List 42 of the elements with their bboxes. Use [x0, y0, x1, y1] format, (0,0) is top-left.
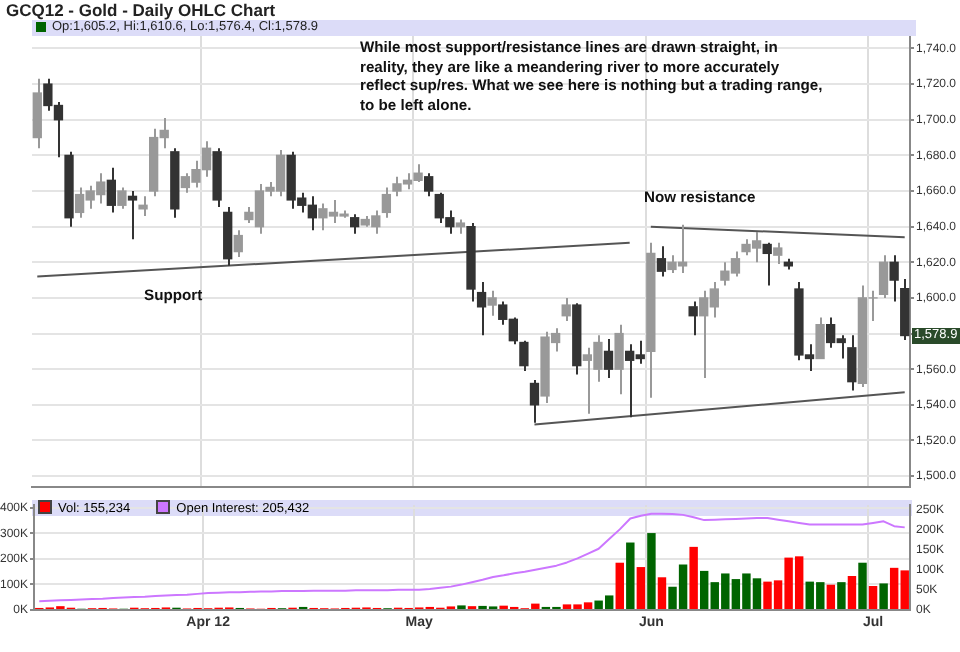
bar — [615, 562, 624, 609]
candlestick — [487, 289, 497, 317]
bar — [626, 542, 635, 609]
candlestick — [614, 323, 624, 396]
candlestick — [656, 245, 667, 278]
bar — [837, 582, 846, 609]
candlestick — [223, 206, 233, 267]
bar — [826, 584, 836, 609]
bar — [868, 585, 878, 609]
candlestick — [900, 278, 910, 341]
candlestick — [455, 218, 466, 235]
bar — [858, 562, 867, 609]
candlestick — [762, 241, 772, 287]
candlestick — [773, 241, 783, 266]
candlestick — [127, 190, 138, 241]
candlestick — [572, 302, 582, 376]
candlestick — [847, 334, 857, 392]
candlestick — [117, 186, 127, 210]
candlestick — [212, 147, 222, 209]
candlestick — [529, 378, 540, 424]
bar — [636, 567, 646, 609]
candlestick — [170, 147, 180, 219]
candlestick — [688, 300, 698, 337]
candlestick — [106, 166, 116, 214]
candlestick — [646, 241, 656, 399]
bar — [879, 583, 888, 609]
candlestick — [32, 77, 42, 150]
candlestick — [233, 229, 243, 258]
candlestick — [561, 296, 571, 323]
candlestick — [64, 150, 74, 228]
candlestick — [424, 172, 434, 198]
bar — [847, 576, 857, 609]
candlestick — [349, 213, 360, 235]
bar — [657, 577, 667, 609]
candlestick — [603, 337, 614, 380]
candlestick — [815, 316, 825, 360]
candlestick — [878, 254, 889, 299]
chart-title: GCQ12 - Gold - Daily OHLC Chart — [6, 0, 276, 20]
bar — [647, 533, 656, 609]
candlestick — [889, 254, 899, 303]
candlestick — [381, 186, 392, 219]
bar — [689, 546, 698, 609]
